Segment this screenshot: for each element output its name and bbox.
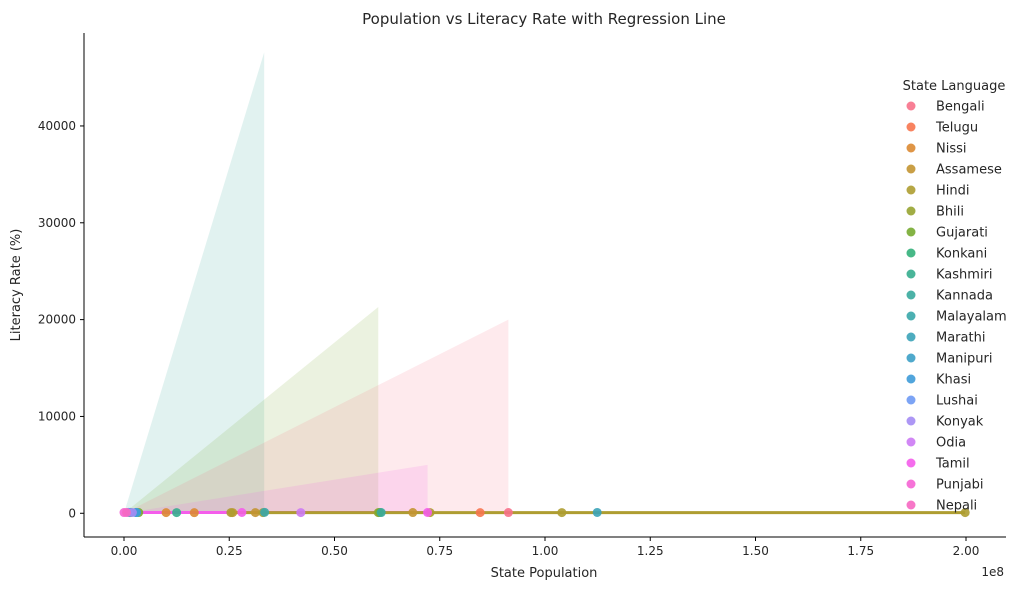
data-point-tamil (237, 508, 247, 518)
x-tick-label: 2.00 (953, 544, 980, 558)
data-point-hindi (557, 508, 567, 518)
legend-label-marathi: Marathi (936, 331, 985, 346)
data-point-kashmiri (172, 508, 182, 518)
legend-label-bengali: Bengali (936, 100, 985, 115)
data-point-bengali (503, 508, 513, 518)
legend-label-konkani: Konkani (936, 247, 987, 262)
legend-label-bhili: Bhili (936, 205, 964, 220)
legend-marker-konyak (906, 416, 916, 426)
legend-marker-bhili (906, 206, 916, 216)
x-tick-label: 0.00 (111, 544, 138, 558)
data-points (119, 507, 970, 518)
data-point-telugu (475, 508, 485, 518)
legend-title: State Language (903, 79, 1006, 94)
data-point-odia (296, 508, 306, 518)
data-point-nepali (122, 507, 132, 517)
legend-marker-nissi (906, 143, 916, 153)
legend-label-malayalam: Malayalam (936, 310, 1007, 325)
y-axis-label: Literacy Rate (%) (9, 229, 24, 342)
legend-label-nissi: Nissi (936, 142, 967, 157)
legend-label-odia: Odia (936, 436, 966, 451)
legend-marker-kashmiri (906, 269, 916, 279)
x-tick-label: 1.50 (742, 544, 769, 558)
x-tick-label: 0.25 (216, 544, 243, 558)
legend-label-kashmiri: Kashmiri (936, 268, 993, 283)
legend-label-hindi: Hindi (936, 184, 970, 199)
legend-marker-kannada (906, 290, 916, 300)
data-point-hindi (960, 508, 970, 518)
legend-marker-telugu (906, 122, 916, 132)
legend-marker-odia (906, 437, 916, 447)
y-tick-label: 40000 (38, 119, 76, 133)
legend-label-telugu: Telugu (935, 121, 978, 136)
chart-title: Population vs Literacy Rate with Regress… (362, 10, 726, 28)
legend-marker-manipuri (906, 353, 916, 363)
confidence-bands (123, 52, 509, 514)
legend-label-konyak: Konyak (936, 415, 984, 430)
legend-marker-hindi (906, 185, 916, 195)
y-axis-ticks: 0 10000 20000 30000 40000 (38, 119, 84, 520)
legend-marker-konkani (906, 248, 916, 258)
data-point-nissi (161, 508, 171, 518)
x-tick-label: 0.75 (426, 544, 453, 558)
data-point-malayalam (260, 507, 270, 517)
x-axis-offset-label: 1e8 (981, 565, 1004, 579)
legend-label-gujarati: Gujarati (936, 226, 988, 241)
legend-label-assamese: Assamese (936, 163, 1002, 178)
y-tick-label: 30000 (38, 216, 76, 230)
data-point-marathi (592, 507, 602, 517)
confidence-band-gujarati (123, 307, 379, 514)
data-point-assamese (250, 508, 260, 518)
legend-label-nepali: Nepali (936, 499, 977, 514)
legend-marker-marathi (906, 332, 916, 342)
legend-marker-malayalam (906, 311, 916, 321)
y-tick-label: 10000 (38, 409, 76, 423)
legend-label-lushai: Lushai (936, 394, 978, 409)
x-axis-ticks: 0.00 0.25 0.50 0.75 1.00 1.25 1.50 1.75 2.00 (111, 537, 980, 558)
x-tick-label: 0.50 (321, 544, 348, 558)
legend-label-khasi: Khasi (936, 373, 971, 388)
data-point-assamese (408, 508, 418, 518)
legend-marker-tamil (906, 458, 916, 468)
x-axis-label: State Population (491, 566, 598, 581)
legend-label-kannada: Kannada (936, 289, 993, 304)
confidence-band-kannada (123, 52, 265, 514)
legend-marker-punjabi (906, 479, 916, 489)
data-point-hindi (226, 508, 236, 518)
data-point-tamil (423, 508, 433, 518)
legend-marker-bengali (906, 101, 916, 111)
x-tick-label: 1.75 (847, 544, 874, 558)
confidence-band-bengali (123, 319, 509, 514)
confidence-band-tamil (123, 464, 428, 514)
legend-marker-gujarati (906, 227, 916, 237)
data-point-kannada (376, 508, 386, 518)
x-tick-label: 1.25 (637, 544, 664, 558)
legend-marker-khasi (906, 374, 916, 384)
legend-marker-nepali (906, 500, 916, 510)
legend-label-tamil: Tamil (935, 457, 970, 472)
x-tick-label: 1.00 (532, 544, 559, 558)
legend-marker-lushai (906, 395, 916, 405)
legend-label-manipuri: Manipuri (936, 352, 992, 367)
y-tick-label: 0 (68, 506, 76, 520)
legend-label-punjabi: Punjabi (936, 478, 984, 493)
y-tick-label: 20000 (38, 313, 76, 327)
legend: State Language Bengali Telugu Nissi Assames… (903, 79, 1007, 514)
legend-marker-assamese (906, 164, 916, 174)
data-point-nissi (189, 508, 199, 518)
